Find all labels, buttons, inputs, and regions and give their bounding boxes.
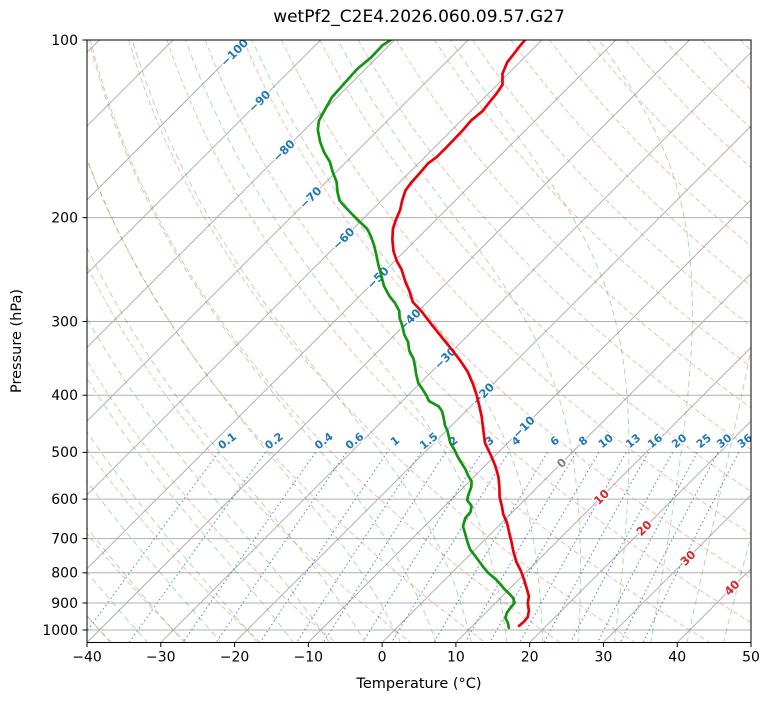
svg-text:30: 30: [714, 431, 734, 451]
svg-text:−30: −30: [146, 650, 176, 666]
y-axis-label: Pressure (hPa): [9, 288, 25, 394]
chart-title: wetPf2_C2E4.2026.060.09.57.G27: [273, 7, 565, 27]
svg-text:−20: −20: [220, 650, 250, 666]
svg-text:700: 700: [51, 531, 78, 547]
svg-text:600: 600: [51, 492, 78, 508]
svg-text:13: 13: [623, 431, 643, 451]
svg-text:25: 25: [694, 431, 714, 451]
svg-text:30: 30: [595, 650, 613, 666]
svg-text:400: 400: [51, 388, 78, 404]
svg-text:10: 10: [447, 650, 465, 666]
svg-text:−10: −10: [294, 650, 324, 666]
svg-text:800: 800: [51, 566, 78, 582]
svg-text:0: 0: [378, 650, 387, 666]
svg-text:500: 500: [51, 445, 78, 461]
svg-text:20: 20: [521, 650, 539, 666]
svg-text:0.4: 0.4: [312, 430, 336, 452]
x-axis-label: Temperature (°C): [356, 676, 482, 692]
svg-text:1.5: 1.5: [417, 430, 440, 452]
svg-text:20: 20: [669, 431, 689, 451]
svg-text:16: 16: [645, 431, 665, 451]
svg-text:50: 50: [742, 650, 760, 666]
svg-text:300: 300: [51, 314, 78, 330]
svg-text:0.1: 0.1: [216, 430, 239, 452]
svg-text:10: 10: [596, 431, 616, 451]
svg-text:40: 40: [668, 650, 686, 666]
svg-text:1: 1: [388, 434, 402, 449]
svg-text:200: 200: [51, 210, 78, 226]
svg-text:−40: −40: [72, 650, 102, 666]
svg-text:1000: 1000: [42, 623, 78, 639]
svg-text:100: 100: [51, 33, 78, 49]
svg-text:900: 900: [51, 596, 78, 612]
svg-text:−100: −100: [218, 36, 252, 70]
svg-text:0.6: 0.6: [343, 430, 367, 452]
svg-text:0.2: 0.2: [262, 430, 285, 452]
